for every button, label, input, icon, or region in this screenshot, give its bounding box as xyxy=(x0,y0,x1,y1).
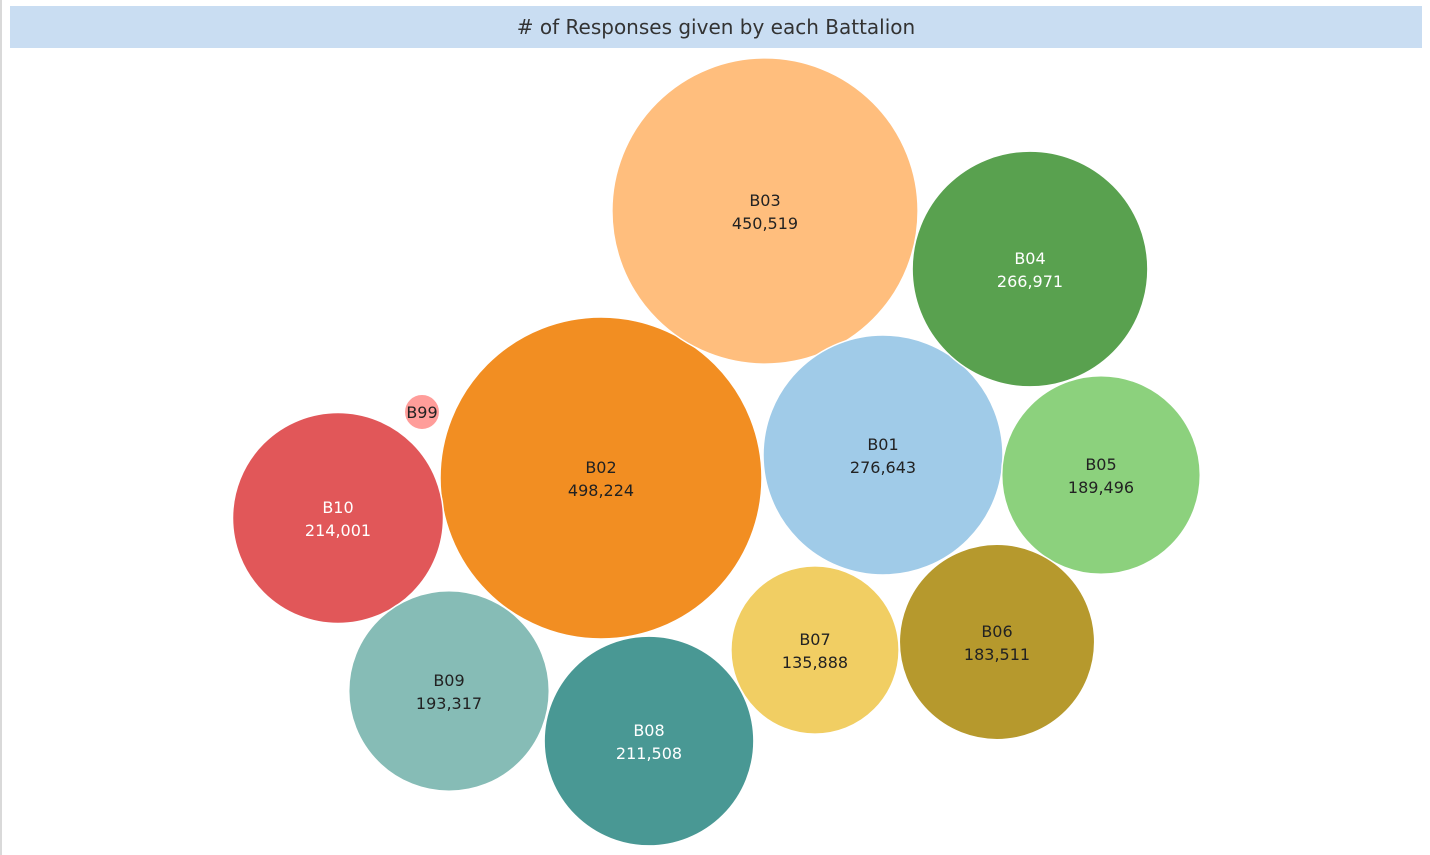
bubble-b04-circle[interactable] xyxy=(911,150,1149,388)
bubble-b07-value: 135,888 xyxy=(782,653,848,672)
bubble-b06-value: 183,511 xyxy=(964,645,1030,664)
bubble-b03[interactable]: B03 450,519 xyxy=(611,57,919,365)
left-border xyxy=(0,0,2,855)
bubble-b04-value: 266,971 xyxy=(997,272,1063,291)
bubble-b02-value: 498,224 xyxy=(568,481,634,500)
bubble-b08-circle[interactable] xyxy=(543,635,755,847)
bubble-b07[interactable]: B07 135,888 xyxy=(730,565,900,735)
bubble-b02-circle[interactable] xyxy=(439,316,763,640)
bubble-b10-value: 214,001 xyxy=(305,521,371,540)
bubble-b10-label: B10 xyxy=(322,498,353,517)
bubble-b04[interactable]: B04 266,971 xyxy=(911,150,1149,388)
bubble-b03-value: 450,519 xyxy=(732,214,798,233)
bubble-b09-value: 193,317 xyxy=(416,694,482,713)
bubble-b06[interactable]: B06 183,511 xyxy=(898,543,1096,741)
bubble-b01-value: 276,643 xyxy=(850,458,916,477)
bubble-b09[interactable]: B09 193,317 xyxy=(347,589,551,793)
title-bar: # of Responses given by each Battalion xyxy=(10,6,1422,48)
bubble-b10-circle[interactable] xyxy=(231,411,445,625)
bubble-b08-value: 211,508 xyxy=(616,744,682,763)
bubble-b02-label: B02 xyxy=(585,458,616,477)
bubble-b05-circle[interactable] xyxy=(1000,374,1202,576)
bubble-b99-label: B99 xyxy=(406,403,437,422)
bubble-b06-label: B06 xyxy=(981,622,1012,641)
bubble-b99-circle[interactable] xyxy=(403,393,441,431)
bubble-b03-circle[interactable] xyxy=(611,57,919,365)
bubble-b05-label: B05 xyxy=(1085,455,1116,474)
bubble-b08[interactable]: B08 211,508 xyxy=(543,635,755,847)
bubble-b01-circle[interactable] xyxy=(762,334,1004,576)
chart-title: # of Responses given by each Battalion xyxy=(516,15,916,39)
bubble-b10[interactable]: B10 214,001 xyxy=(231,411,445,625)
bubble-b09-circle[interactable] xyxy=(347,589,551,793)
bubble-b02[interactable]: B02 498,224 xyxy=(439,316,763,640)
bubble-b01[interactable]: B01 276,643 xyxy=(762,334,1004,576)
bubble-b01-label: B01 xyxy=(867,435,898,454)
bubble-b06-circle[interactable] xyxy=(898,543,1096,741)
bubble-b04-label: B04 xyxy=(1014,249,1045,268)
bubble-b09-label: B09 xyxy=(433,671,464,690)
bubble-b07-label: B07 xyxy=(799,630,830,649)
bubble-b99[interactable]: B99 xyxy=(403,393,441,431)
bubble-b03-label: B03 xyxy=(749,191,780,210)
bubble-b05[interactable]: B05 189,496 xyxy=(1000,374,1202,576)
bubble-b05-value: 189,496 xyxy=(1068,478,1134,497)
bubble-b08-label: B08 xyxy=(633,721,664,740)
bubble-b07-circle[interactable] xyxy=(730,565,900,735)
